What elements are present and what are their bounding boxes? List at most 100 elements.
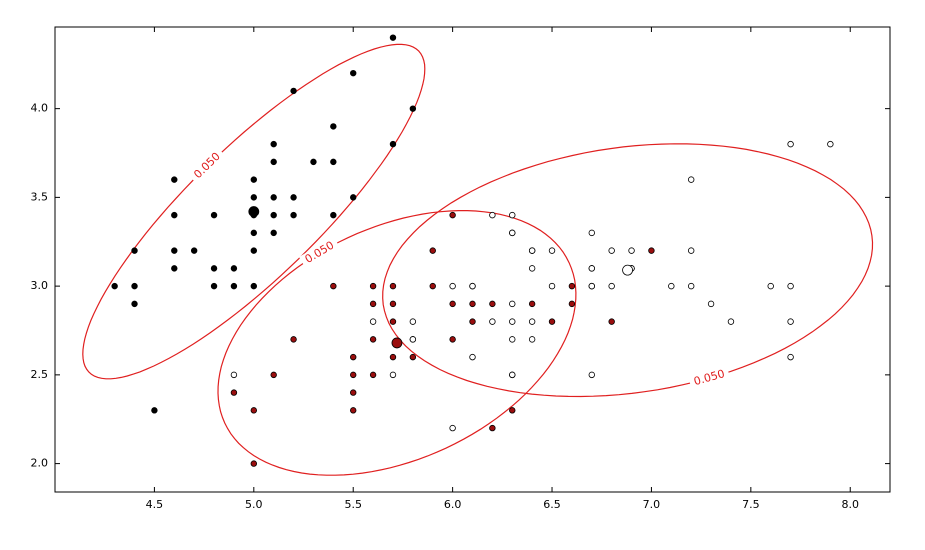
scatter-point [250,460,258,467]
scatter-point [687,176,695,183]
scatter-point [131,282,138,290]
scatter-point [707,300,715,308]
scatter-point [528,336,536,343]
scatter-point [509,371,516,379]
scatter-point [270,140,277,148]
scatter-point [409,318,417,325]
contour-line [217,210,577,476]
scatter-point [827,140,834,148]
axes-frame [54,26,891,493]
scatter-point [369,300,377,308]
scatter-point [588,229,595,237]
x-tick-label: 5.0 [245,498,263,511]
scatter-point [230,282,238,290]
scatter-point [668,282,675,290]
scatter-point [270,211,277,219]
scatter-point [767,282,774,290]
scatter-point [350,353,357,361]
scatter-point [409,336,417,343]
scatter-point [489,300,496,308]
mean-point [622,264,633,276]
mean-point [391,337,403,349]
x-tick-label: 7.0 [643,498,661,511]
scatter-point [489,318,496,325]
scatter-point [528,300,536,308]
scatter-point [389,371,397,379]
scatter-point [588,282,595,290]
scatter-point [449,424,456,432]
scatter-point [270,194,277,201]
scatter-point [608,282,615,290]
contour-line [82,43,426,380]
scatter-point [290,336,297,343]
scatter-point [469,282,476,290]
scatter-point [489,424,496,432]
scatter-point [350,194,357,201]
scatter-point [369,336,377,343]
scatter-point [350,69,357,77]
scatter-point [171,211,178,219]
scatter-point [389,34,397,41]
scatter-point [509,300,516,308]
contour-label-bg [688,365,731,391]
scatter-point [131,247,138,254]
scatter-point [210,282,218,290]
scatter-point [389,318,397,325]
x-tick-label: 6.5 [543,498,561,511]
scatter-point [389,300,397,308]
y-tick-label: 2.0 [31,457,49,470]
scatter-point [449,300,456,308]
scatter-point [369,318,377,325]
scatter-point [210,211,218,219]
scatter-point [449,282,456,290]
y-tick-label: 4.0 [31,102,49,115]
scatter-point [250,176,258,183]
scatter-point [548,247,556,254]
scatter-point [628,247,635,254]
scatter-point [131,300,138,308]
scatter-point [469,300,476,308]
scatter-point [190,247,198,254]
scatter-point [151,407,158,414]
scatter-point [171,265,178,272]
scatter-point [369,371,377,379]
scatter-point [330,123,337,130]
x-tick-label: 4.5 [146,498,164,511]
scatter-point [409,105,417,112]
scatter-point [310,158,317,166]
mean-point [248,206,260,217]
scatter-point [528,265,536,272]
scatter-point [509,211,516,219]
scatter-point [548,318,556,325]
scatter-point [290,211,297,219]
x-tick-label: 7.5 [742,498,760,511]
scatter-point [687,282,695,290]
scatter-point [369,282,377,290]
scatter-point [787,282,794,290]
scatter-point [350,389,357,396]
x-tick-label: 6.0 [444,498,462,511]
scatter-point [250,282,258,290]
scatter-point [330,282,337,290]
scatter-point [270,158,277,166]
scatter-point [449,336,456,343]
x-tick-label: 5.5 [344,498,362,511]
scatter-point [787,318,794,325]
scatter-point [389,353,397,361]
scatter-point [389,140,397,148]
scatter-point [409,353,417,361]
scatter-point [429,247,436,254]
scatter-point [489,211,496,219]
scatter-point [290,194,297,201]
y-tick-label: 2.5 [31,368,49,381]
scatter-point [429,282,436,290]
scatter-point [250,229,258,237]
scatter-point [250,194,258,201]
scatter-point [469,353,476,361]
scatter-point [171,176,178,183]
scatter-point [588,265,595,272]
scatter-point [250,247,258,254]
